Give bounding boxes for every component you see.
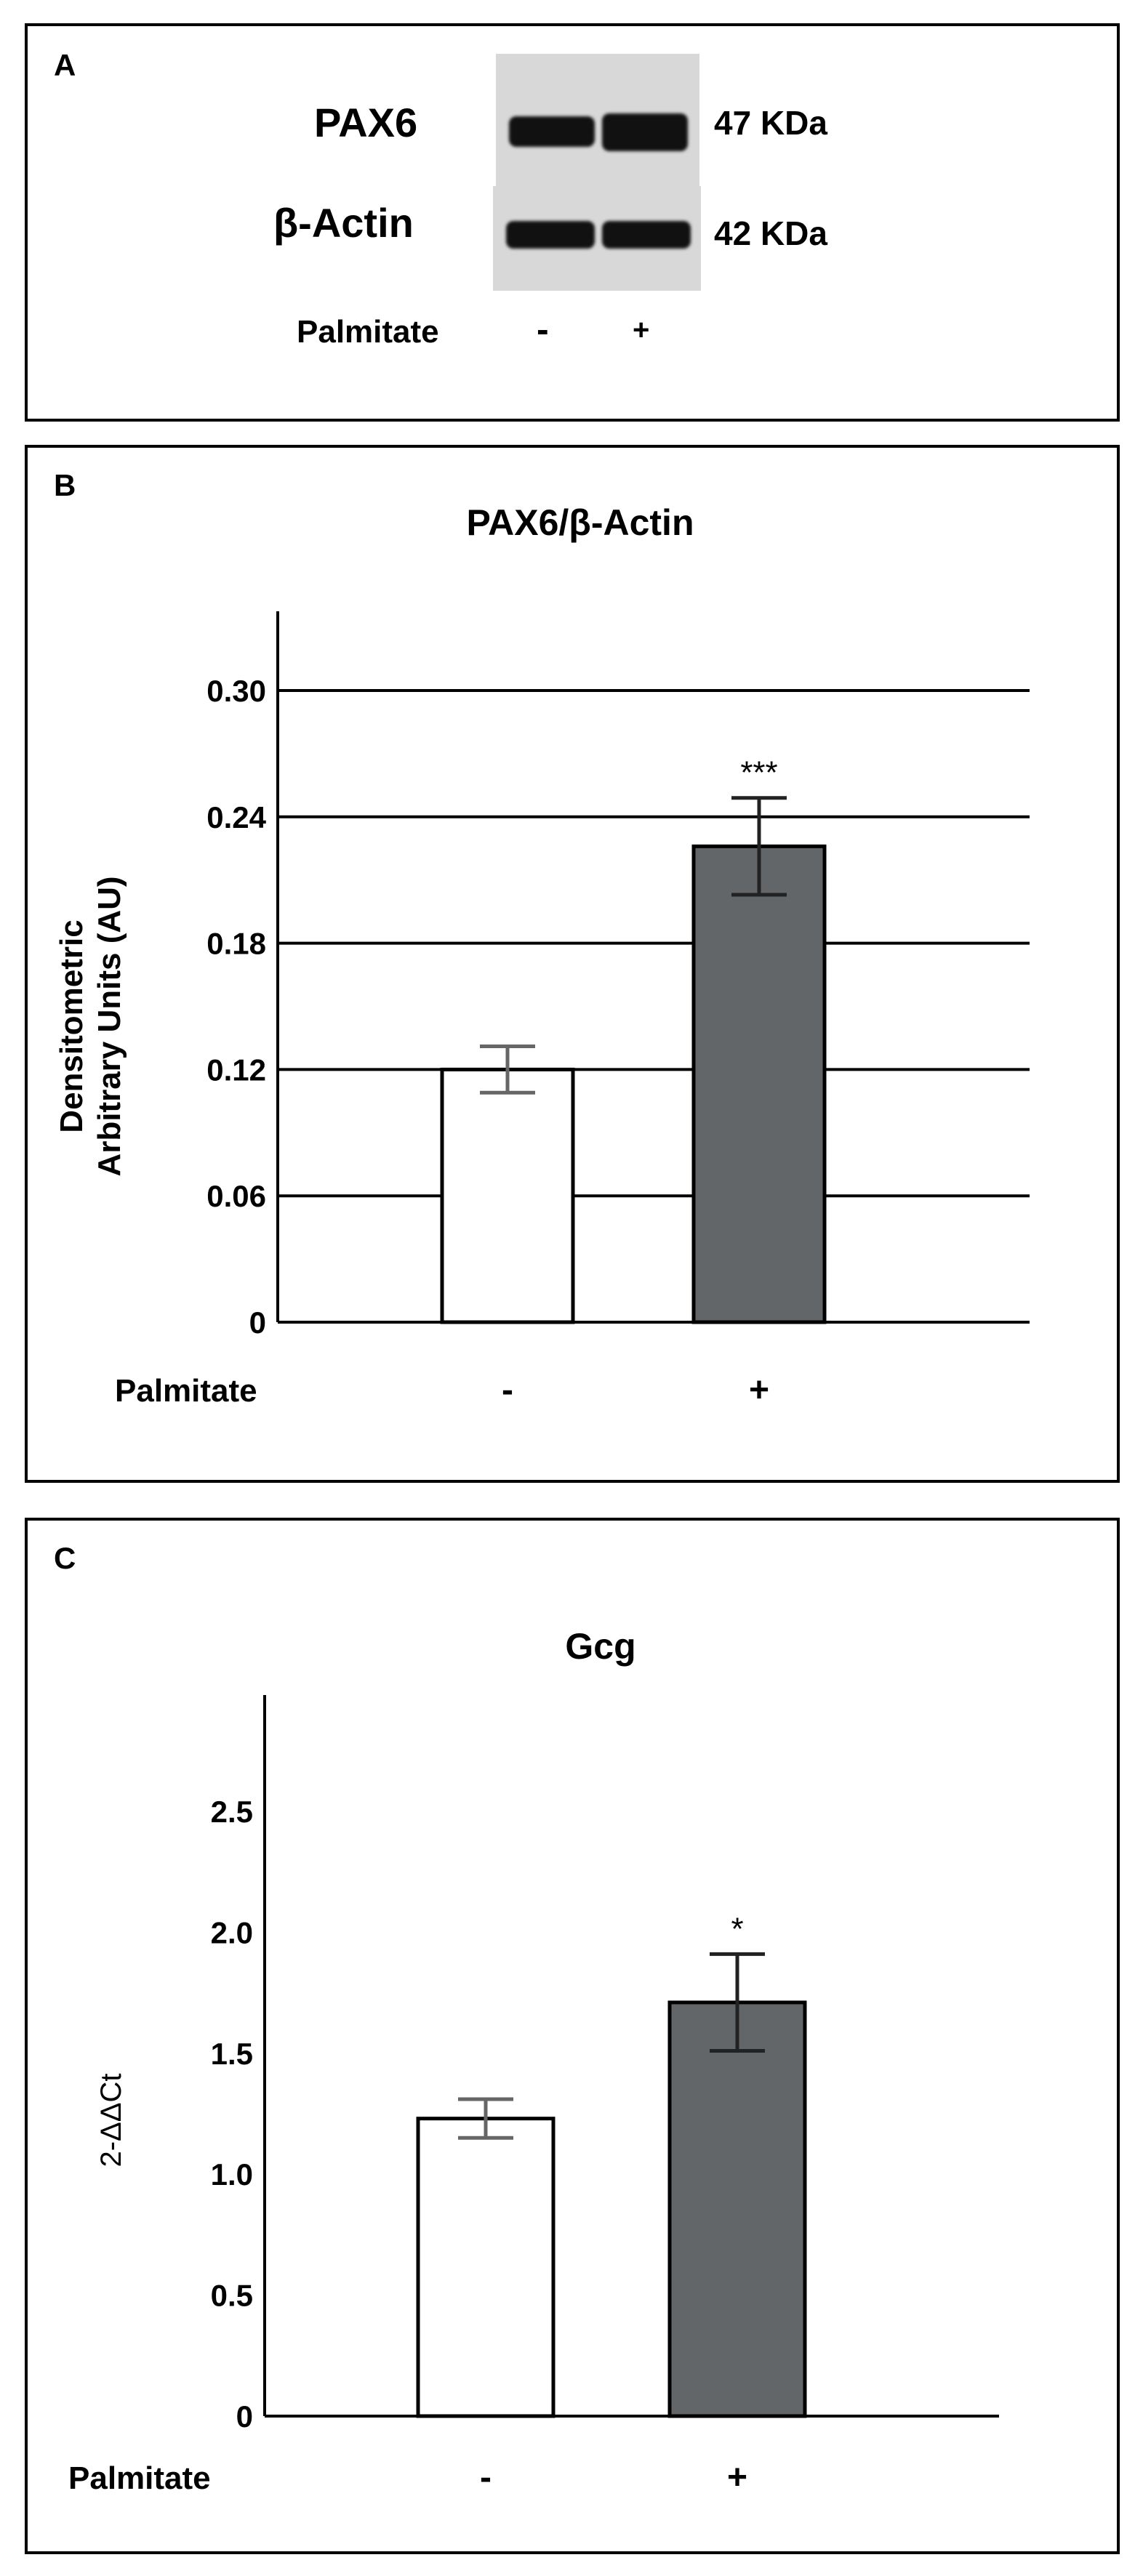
x-category-label: - bbox=[502, 1371, 513, 1409]
pax6-size-label: 47 KDa bbox=[714, 104, 827, 142]
y-tick-label: 1.0 bbox=[211, 2157, 253, 2191]
actin-band-control bbox=[506, 221, 595, 249]
x-category-label: + bbox=[749, 1371, 769, 1409]
pax6-blot bbox=[496, 54, 699, 193]
x-category-label: - bbox=[480, 2458, 492, 2497]
y-axis-label: 2-ΔΔCt bbox=[95, 2073, 127, 2167]
significance-marker: * bbox=[731, 1911, 743, 1947]
bar bbox=[440, 1067, 575, 1324]
y-tick-label: 2.0 bbox=[211, 1915, 253, 1949]
palmitate-label-a: Palmitate bbox=[297, 314, 439, 350]
palmitate-plus-a: + bbox=[633, 314, 650, 346]
y-tick-label: 0.24 bbox=[206, 800, 266, 834]
gcg-expression-chart: Gcg 0 0.5 1.0 1.5 2.0 2.5 2-ΔΔCt - * + Palmitate bbox=[68, 1626, 999, 2497]
chart-title: PAX6/β-Actin bbox=[467, 502, 694, 543]
y-tick-label: 2.5 bbox=[211, 1795, 253, 1829]
y-tick-label: 0.12 bbox=[206, 1052, 266, 1087]
y-tick-label: 0.18 bbox=[206, 927, 266, 961]
y-tick-label: 0 bbox=[249, 1305, 266, 1340]
y-tick-label: 1.5 bbox=[211, 2037, 253, 2071]
y-axis-label: Densitometric bbox=[54, 919, 89, 1132]
bar bbox=[416, 2117, 556, 2418]
pax6-label: PAX6 bbox=[314, 100, 418, 145]
bar bbox=[667, 2000, 807, 2418]
chart-title: Gcg bbox=[565, 1626, 635, 1667]
y-tick-label: 0.30 bbox=[206, 674, 266, 708]
panel-a-letter: A bbox=[54, 48, 76, 82]
actin-blot bbox=[493, 186, 701, 291]
treatment-label: Palmitate bbox=[115, 1373, 257, 1409]
y-tick-label: 0.5 bbox=[211, 2279, 253, 2313]
bar bbox=[691, 844, 827, 1324]
y-tick-label: 0 bbox=[236, 2399, 253, 2434]
actin-size-label: 42 KDa bbox=[714, 214, 827, 252]
x-category-label: + bbox=[727, 2458, 747, 2497]
pax6-band-control bbox=[509, 116, 595, 147]
panel-a: A PAX6 47 KDa β-Actin 42 KDa Palmitate -… bbox=[25, 23, 1120, 422]
panel-c: C Gcg 0 0.5 1.0 1.5 2.0 2.5 2-ΔΔCt - * + Palmitate bbox=[25, 1518, 1120, 2554]
palmitate-minus-a: - bbox=[537, 309, 549, 350]
y-axis-label: Arbitrary Units (AU) bbox=[92, 876, 127, 1176]
panel-b-letter: B bbox=[54, 468, 76, 502]
panel-c-letter: C bbox=[54, 1541, 76, 1575]
significance-marker: *** bbox=[740, 755, 777, 791]
panel-b: B PAX6/β-Actin 0 0.06 0.12 0.18 0.24 0.30 Densi… bbox=[25, 445, 1120, 1483]
actin-label: β-Actin bbox=[273, 200, 414, 246]
pax6-band-palmitate bbox=[602, 113, 688, 151]
treatment-label: Palmitate bbox=[68, 2460, 211, 2496]
pax6-densitometry-chart: PAX6/β-Actin 0 0.06 0.12 0.18 0.24 0.30 Densito… bbox=[54, 502, 1030, 1409]
actin-band-palmitate bbox=[602, 221, 691, 249]
y-tick-label: 0.06 bbox=[206, 1179, 266, 1213]
